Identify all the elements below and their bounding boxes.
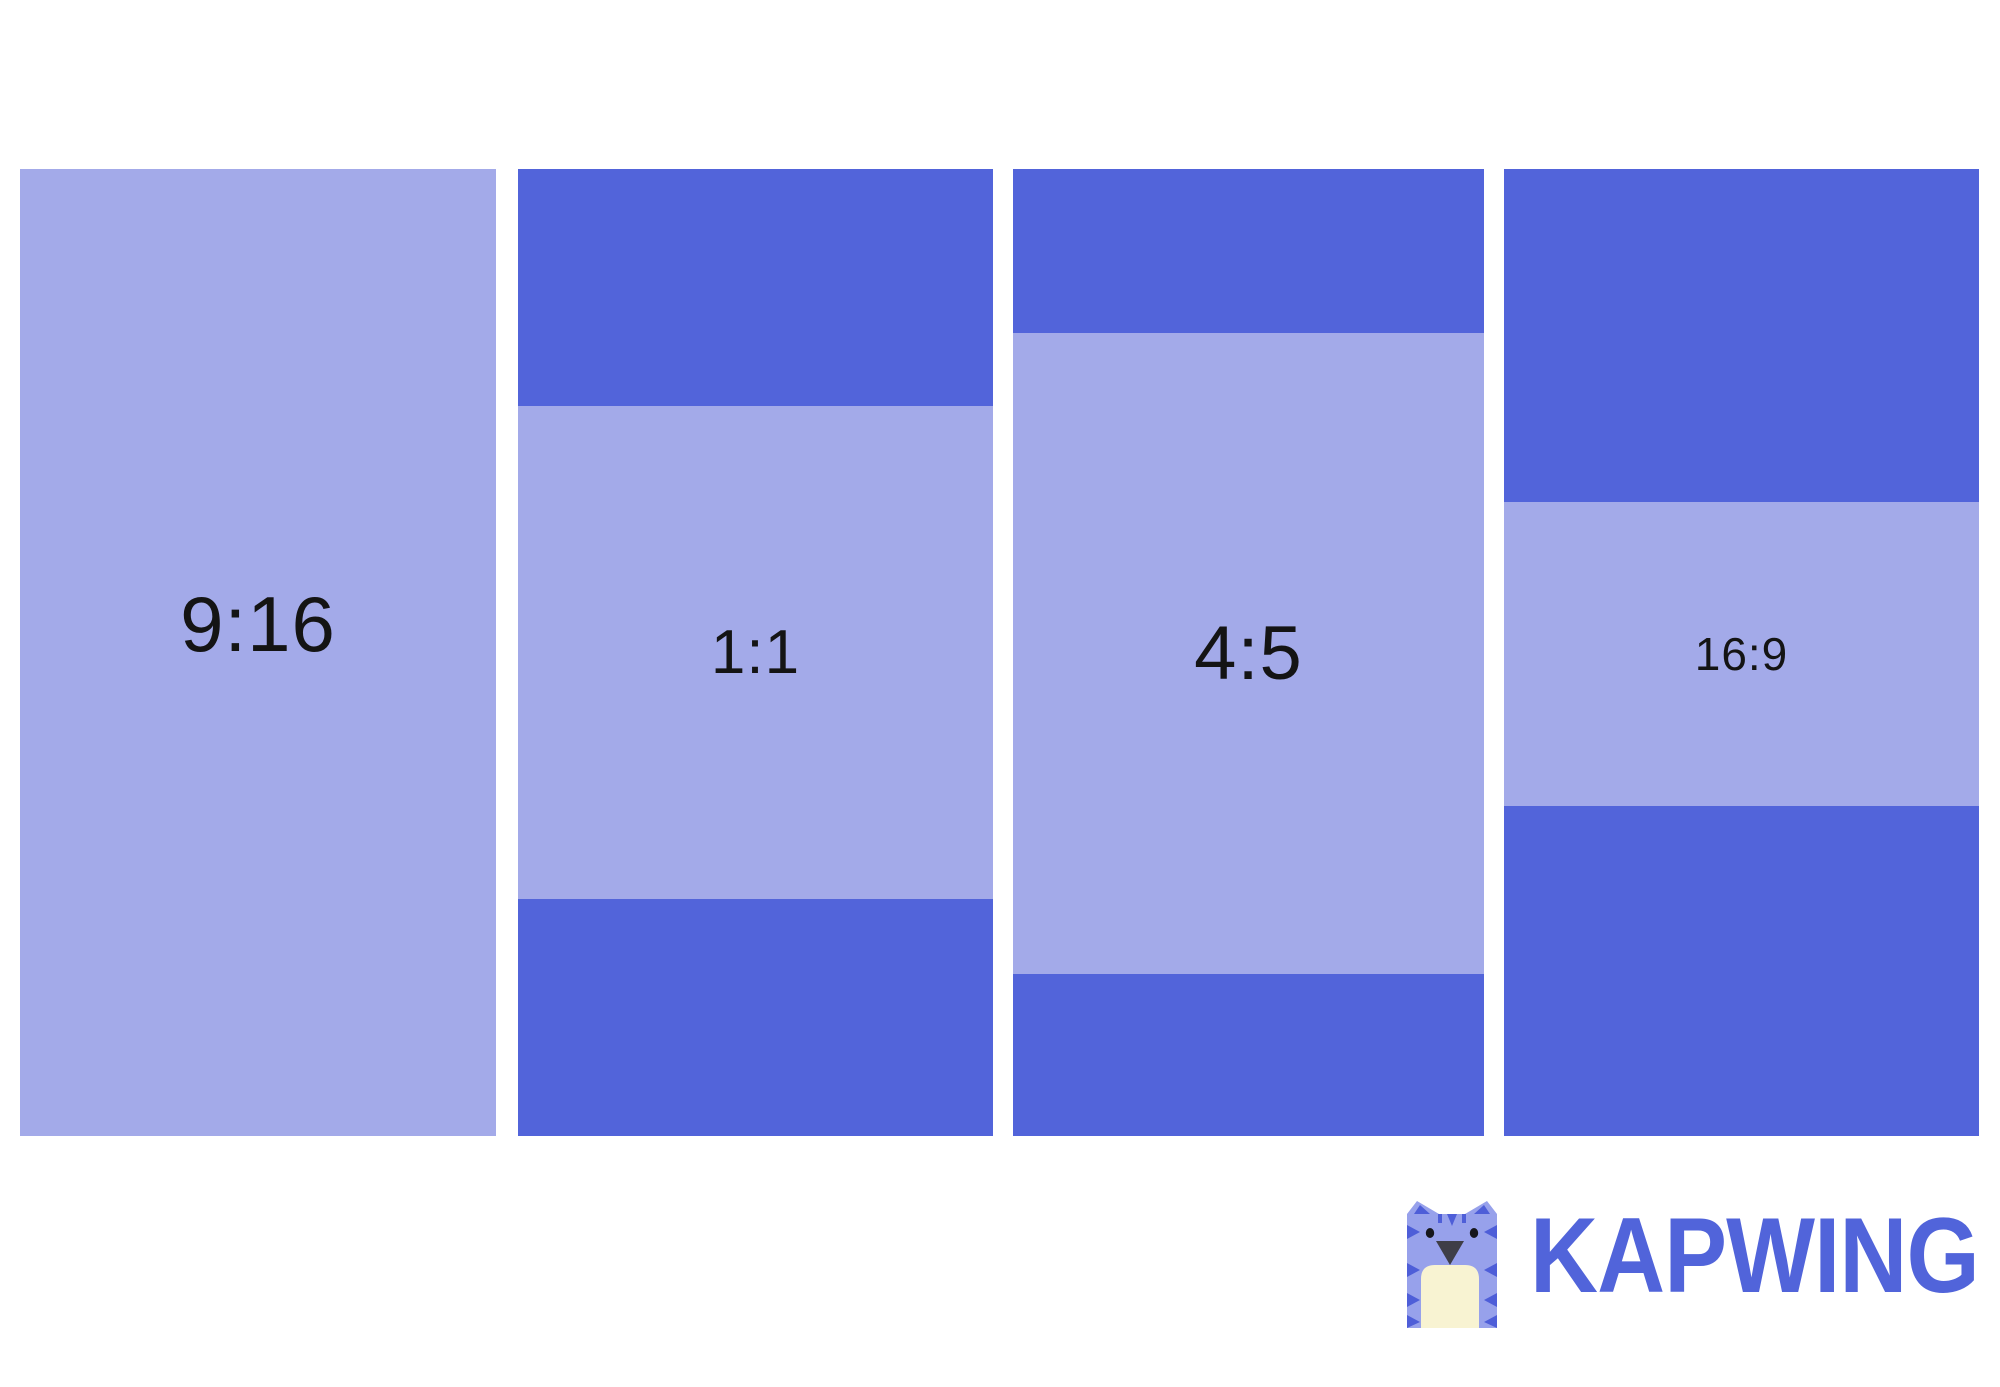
panel-1-1: 1:1 bbox=[518, 169, 993, 1136]
kapwing-cat-icon bbox=[1407, 1201, 1497, 1328]
panel-4-5: 4:5 bbox=[1013, 169, 1484, 1136]
crop-area-16-9: 16:9 bbox=[1504, 502, 1979, 806]
kapwing-wordmark: KAPWING bbox=[1530, 1195, 1980, 1315]
crop-area-4-5: 4:5 bbox=[1013, 333, 1484, 974]
crop-area-9-16: 9:16 bbox=[20, 169, 496, 1136]
aspect-label-1-1: 1:1 bbox=[710, 618, 801, 687]
aspect-label-16-9: 16:9 bbox=[1694, 628, 1789, 680]
crop-area-1-1: 1:1 bbox=[518, 406, 993, 899]
panel-16-9: 16:9 bbox=[1504, 169, 1979, 1136]
aspect-label-9-16: 9:16 bbox=[180, 580, 336, 668]
aspect-label-4-5: 4:5 bbox=[1194, 611, 1303, 696]
panel-9-16: 9:16 bbox=[20, 169, 496, 1136]
